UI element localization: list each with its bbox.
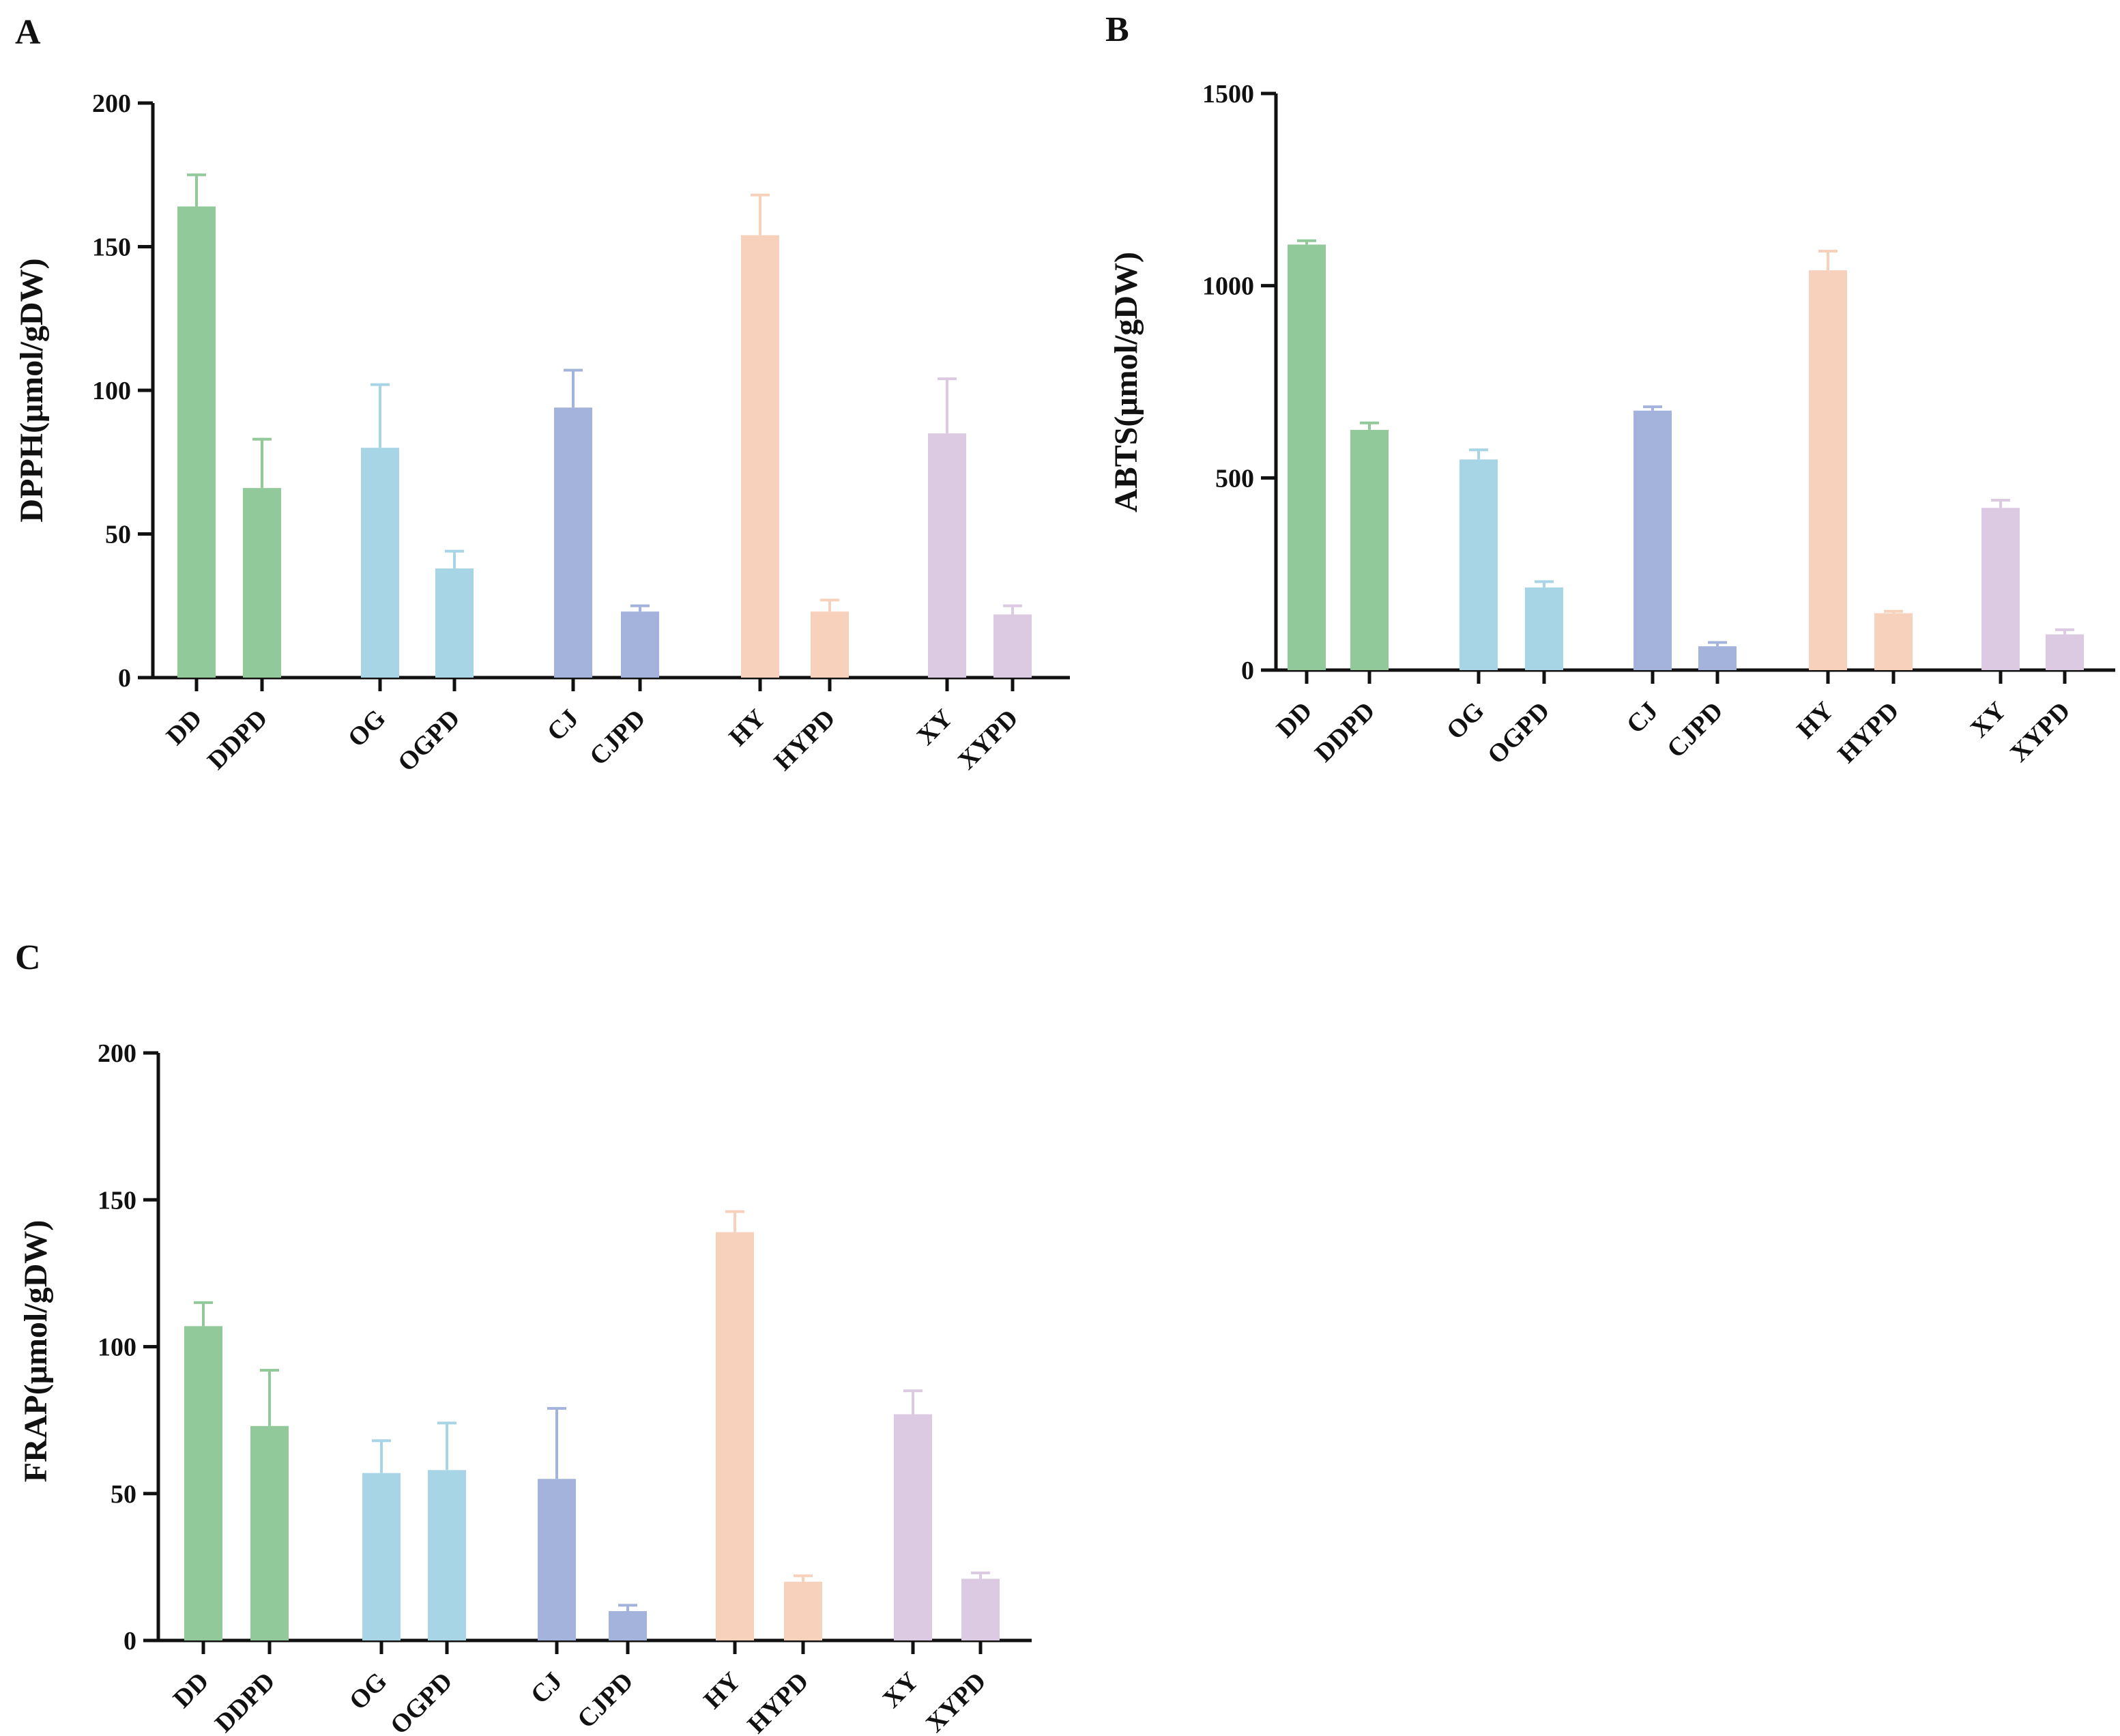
x-tick-label-xy: XY <box>1965 697 2012 744</box>
bar-dd <box>1288 244 1326 670</box>
x-tick-label-xy: XY <box>912 704 959 751</box>
bar-dd <box>177 206 216 678</box>
bar-dd <box>184 1326 222 1640</box>
x-tick-label-hy: HY <box>723 704 771 752</box>
panel-a-letter: A <box>15 13 41 52</box>
y-tick-label: 0 <box>124 1627 136 1655</box>
x-tick-label-dd: DD <box>1271 697 1318 744</box>
y-tick-label: 200 <box>98 1039 136 1068</box>
y-tick-label: 100 <box>92 377 131 405</box>
bar-ddpd <box>250 1426 289 1640</box>
bar-xypd <box>993 614 1032 678</box>
bar-hypd <box>784 1581 822 1640</box>
panel-c-letter: C <box>15 938 41 977</box>
y-tick-label: 50 <box>111 1480 136 1509</box>
bar-cj <box>1633 410 1672 670</box>
bar-hy <box>716 1232 754 1640</box>
x-tick-label-cj: CJ <box>542 704 585 747</box>
x-tick-label-hy: HY <box>1791 697 1839 744</box>
y-tick-label: 150 <box>98 1186 136 1215</box>
bar-hy <box>1809 270 1847 671</box>
bar-ogpd <box>435 568 474 678</box>
x-tick-label-ddpd: DDPD <box>209 1667 280 1736</box>
y-tick-label: 50 <box>105 521 131 549</box>
x-tick-label-dd: DD <box>168 1667 215 1714</box>
x-tick-label-ddpd: DDPD <box>1309 697 1380 768</box>
y-axis-title: ABTS(μmol/gDW) <box>1108 252 1144 512</box>
bar-ddpd <box>1350 429 1389 670</box>
bar-ogpd <box>428 1470 466 1640</box>
y-tick-label: 0 <box>1241 656 1254 685</box>
y-tick-label: 500 <box>1215 464 1254 493</box>
x-tick-label-og: OG <box>343 704 392 753</box>
bar-ogpd <box>1525 587 1563 670</box>
x-tick-label-ogpd: OGPD <box>1482 697 1555 770</box>
panel-b-letter: B <box>1105 10 1129 49</box>
bar-cjpd <box>1698 646 1737 670</box>
x-tick-label-cjpd: CJPD <box>584 704 651 771</box>
bar-hypd <box>1874 613 1913 670</box>
x-tick-label-cj: CJ <box>525 1667 568 1710</box>
y-tick-label: 100 <box>98 1333 136 1362</box>
x-tick-label-xypd: XYPD <box>2005 697 2076 768</box>
bar-og <box>1460 459 1498 670</box>
y-tick-label: 0 <box>118 664 131 693</box>
x-tick-label-xypd: XYPD <box>920 1667 991 1736</box>
x-tick-label-hy: HY <box>698 1667 746 1715</box>
bar-hypd <box>811 611 849 678</box>
x-tick-label-hypd: HYPD <box>742 1667 815 1736</box>
x-tick-label-hypd: HYPD <box>1833 697 1905 769</box>
y-axis-title: DPPH(μmol/gDW) <box>14 258 50 522</box>
y-tick-label: 1000 <box>1202 272 1254 301</box>
x-tick-label-cj: CJ <box>1621 697 1664 740</box>
bar-xy <box>894 1414 932 1640</box>
bar-cj <box>554 407 592 678</box>
x-tick-label-ogpd: OGPD <box>385 1667 458 1736</box>
x-tick-label-cjpd: CJPD <box>1661 697 1728 764</box>
x-tick-label-hypd: HYPD <box>769 704 841 777</box>
x-tick-label-ogpd: OGPD <box>392 704 465 777</box>
x-tick-label-xypd: XYPD <box>953 704 1023 775</box>
x-tick-label-og: OG <box>1441 697 1490 746</box>
x-tick-label-ddpd: DDPD <box>202 704 273 775</box>
bar-og <box>362 1473 401 1640</box>
bar-xy <box>1981 508 2020 670</box>
bar-og <box>361 448 399 678</box>
y-tick-label: 200 <box>92 89 131 118</box>
x-tick-label-cjpd: CJPD <box>572 1667 639 1734</box>
bar-xypd <box>2046 634 2084 670</box>
bar-cjpd <box>609 1610 647 1640</box>
bar-hy <box>741 235 779 678</box>
x-tick-label-og: OG <box>344 1667 393 1716</box>
x-tick-label-dd: DD <box>161 704 208 751</box>
x-tick-label-xy: XY <box>877 1667 925 1714</box>
bar-xy <box>928 433 966 678</box>
y-axis-title: FRAP(μmol/gDW) <box>18 1220 54 1482</box>
y-tick-label: 150 <box>92 233 131 262</box>
y-tick-label: 1500 <box>1202 80 1254 108</box>
bar-xypd <box>961 1578 1000 1640</box>
bar-cj <box>538 1479 576 1640</box>
bar-cjpd <box>621 611 659 678</box>
bar-ddpd <box>243 488 281 678</box>
